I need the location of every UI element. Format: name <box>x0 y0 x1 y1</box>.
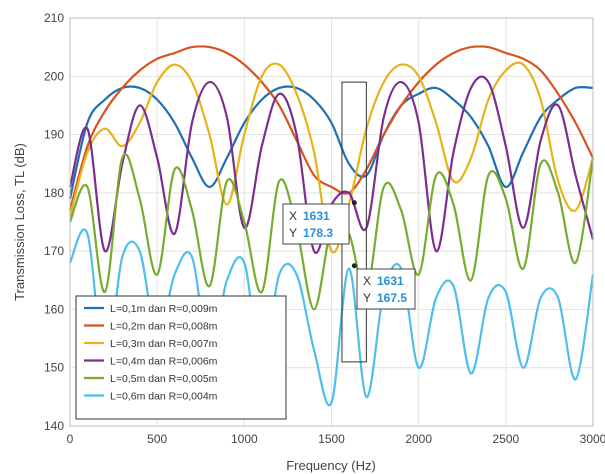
y-tick-label: 180 <box>44 186 64 200</box>
series-line-5 <box>68 153 595 311</box>
legend-label-5: L=0,5m dan R=0,005m <box>110 373 218 385</box>
y-tick-label: 140 <box>44 419 64 433</box>
x-tick-label: 2500 <box>492 432 519 446</box>
x-tick-label: 0 <box>67 432 74 446</box>
legend-layer: L=0,1m dan R=0,009m L=0,2m dan R=0,008m L=… <box>75 295 287 420</box>
legend-label-1: L=0,1m dan R=0,009m <box>110 303 218 315</box>
x-tick-label: 1500 <box>318 432 345 446</box>
annotation-layer: X 1631 Y 178.3 X 1631 Y 167.5 <box>282 200 416 310</box>
y-tick-label: 150 <box>44 361 64 375</box>
data-tip-y-value: 167.5 <box>377 291 407 305</box>
data-tip-1[interactable]: X 1631 Y 178.3 <box>282 200 357 245</box>
x-tick-label: 2000 <box>405 432 432 446</box>
legend-label-3: L=0,3m dan R=0,007m <box>110 338 218 350</box>
data-tip-y-label: Y <box>289 226 297 240</box>
x-axis-label: Frequency (Hz) <box>286 458 376 473</box>
series-layer <box>68 45 595 407</box>
y-tick-label: 200 <box>44 69 64 83</box>
legend-label-2: L=0,2m dan R=0,008m <box>110 321 218 333</box>
data-tip-marker <box>351 263 357 269</box>
x-tick-label: 3000 <box>580 432 605 446</box>
series-line-2 <box>68 45 594 211</box>
data-tip-x-label: X <box>289 209 297 223</box>
data-tip-box <box>356 268 416 310</box>
data-tip-2[interactable]: X 1631 Y 167.5 <box>351 263 416 310</box>
data-tip-x-label: X <box>363 274 371 288</box>
x-tick-label: 1000 <box>231 432 258 446</box>
data-tip-marker <box>351 200 357 206</box>
y-tick-label: 210 <box>44 11 64 25</box>
series-line-1 <box>68 85 594 199</box>
data-tip-box <box>282 203 350 245</box>
plot-frame <box>69 17 594 427</box>
series-line-3 <box>68 61 595 254</box>
legend-box <box>75 295 287 420</box>
data-tip-x-value: 1631 <box>303 209 330 223</box>
y-tick-label: 190 <box>44 128 64 142</box>
legend-label-6: L=0,6m dan R=0,004m <box>110 391 218 403</box>
data-tip-x-value: 1631 <box>377 274 404 288</box>
y-tick-label: 170 <box>44 244 64 258</box>
legend-label-4: L=0,4m dan R=0,006m <box>110 356 218 368</box>
x-tick-label: 500 <box>147 432 167 446</box>
y-tick-label: 160 <box>44 302 64 316</box>
data-tip-y-value: 178.3 <box>303 226 333 240</box>
data-tip-y-label: Y <box>363 291 371 305</box>
axis-layer: 0 500 1000 1500 2000 2500 3000 140 150 160 170 180 1… <box>44 11 605 446</box>
y-axis-label: Transmission Loss, TL (dB) <box>12 143 27 301</box>
